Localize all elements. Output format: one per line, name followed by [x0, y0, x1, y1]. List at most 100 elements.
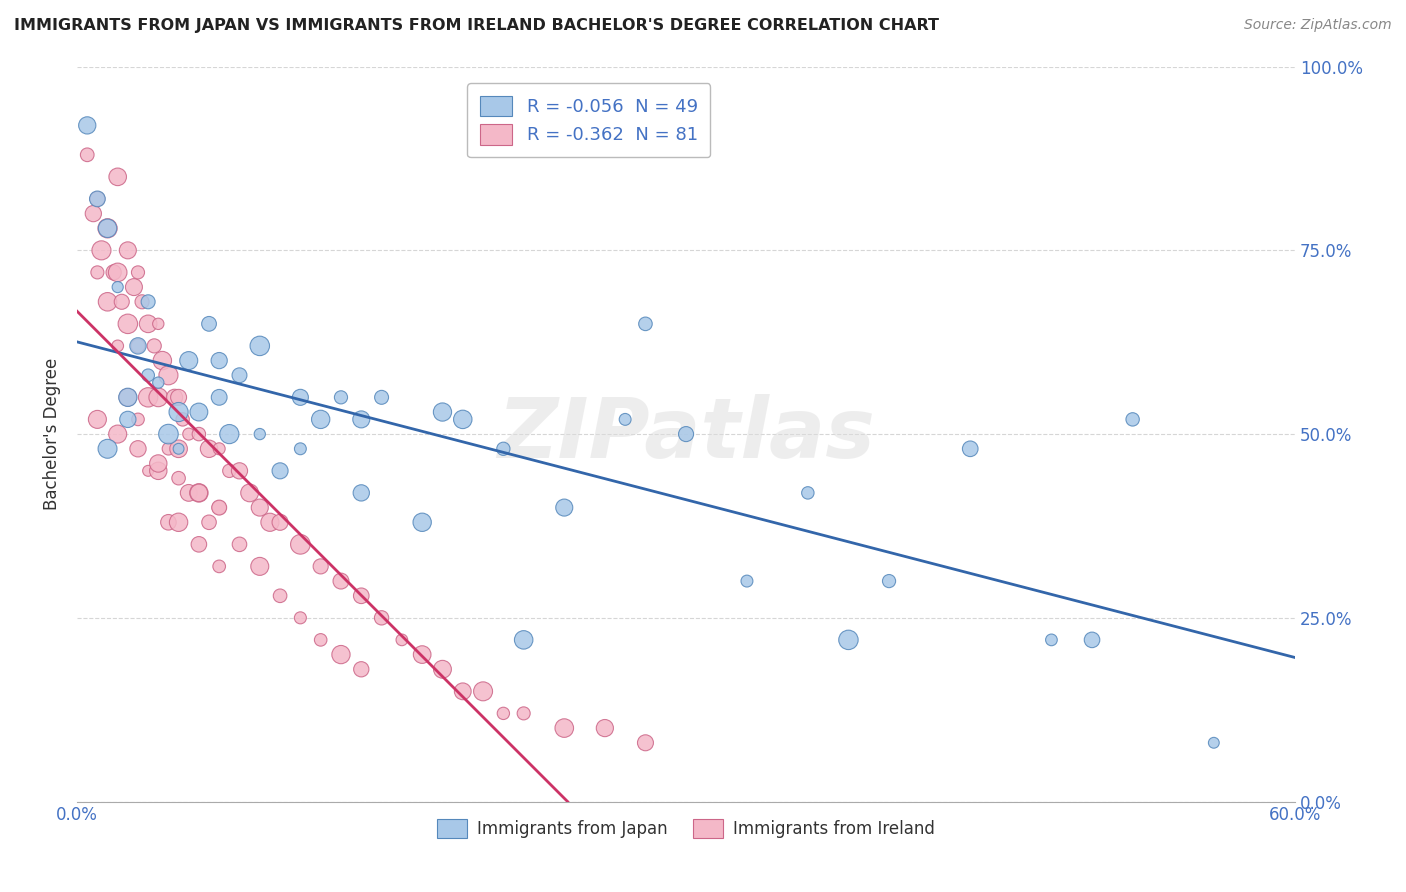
- Point: [136, 464, 159, 478]
- Text: Source: ZipAtlas.com: Source: ZipAtlas.com: [1244, 18, 1392, 32]
- Point: [117, 390, 139, 404]
- Point: [86, 412, 108, 426]
- Text: ZIPatlas: ZIPatlas: [498, 393, 875, 475]
- Point: [111, 294, 134, 309]
- Point: [350, 662, 373, 676]
- Point: [451, 412, 474, 426]
- Point: [593, 721, 616, 735]
- Point: [187, 537, 209, 551]
- Point: [1202, 736, 1225, 750]
- Point: [157, 516, 180, 530]
- Point: [107, 265, 129, 279]
- Point: [614, 412, 637, 426]
- Point: [208, 353, 231, 368]
- Point: [675, 427, 697, 442]
- Point: [208, 500, 231, 515]
- Point: [350, 589, 373, 603]
- Point: [96, 221, 118, 235]
- Point: [370, 611, 392, 625]
- Point: [127, 442, 149, 456]
- Point: [269, 516, 291, 530]
- Point: [634, 736, 657, 750]
- Point: [330, 390, 353, 404]
- Point: [148, 317, 170, 331]
- Point: [198, 317, 221, 331]
- Point: [163, 390, 186, 404]
- Point: [553, 500, 575, 515]
- Point: [330, 648, 353, 662]
- Point: [148, 390, 170, 404]
- Point: [148, 376, 170, 390]
- Point: [391, 632, 413, 647]
- Point: [1081, 632, 1104, 647]
- Point: [143, 339, 166, 353]
- Point: [103, 265, 125, 279]
- Point: [239, 486, 262, 500]
- Point: [208, 442, 231, 456]
- Point: [290, 611, 312, 625]
- Point: [86, 265, 108, 279]
- Point: [959, 442, 981, 456]
- Point: [187, 427, 209, 442]
- Legend: Immigrants from Japan, Immigrants from Ireland: Immigrants from Japan, Immigrants from I…: [430, 812, 942, 845]
- Point: [218, 464, 240, 478]
- Point: [136, 368, 159, 383]
- Point: [228, 464, 250, 478]
- Point: [208, 500, 231, 515]
- Point: [117, 317, 139, 331]
- Point: [269, 589, 291, 603]
- Point: [290, 390, 312, 404]
- Point: [177, 486, 200, 500]
- Point: [259, 516, 281, 530]
- Point: [735, 574, 758, 588]
- Point: [877, 574, 900, 588]
- Point: [249, 427, 271, 442]
- Point: [290, 442, 312, 456]
- Point: [167, 390, 190, 404]
- Point: [117, 390, 139, 404]
- Point: [472, 684, 495, 698]
- Point: [167, 471, 190, 485]
- Point: [797, 486, 820, 500]
- Point: [269, 464, 291, 478]
- Point: [512, 632, 534, 647]
- Point: [634, 317, 657, 331]
- Point: [96, 442, 118, 456]
- Point: [1122, 412, 1144, 426]
- Point: [208, 559, 231, 574]
- Point: [451, 684, 474, 698]
- Point: [187, 486, 209, 500]
- Point: [1040, 632, 1063, 647]
- Point: [96, 294, 118, 309]
- Point: [127, 265, 149, 279]
- Point: [167, 442, 190, 456]
- Point: [107, 169, 129, 184]
- Point: [198, 516, 221, 530]
- Point: [249, 559, 271, 574]
- Point: [122, 280, 145, 294]
- Point: [218, 427, 240, 442]
- Point: [290, 537, 312, 551]
- Point: [309, 632, 332, 647]
- Point: [249, 500, 271, 515]
- Point: [107, 427, 129, 442]
- Point: [90, 244, 112, 258]
- Point: [837, 632, 859, 647]
- Point: [198, 442, 221, 456]
- Point: [127, 412, 149, 426]
- Point: [82, 206, 104, 220]
- Point: [96, 221, 118, 235]
- Point: [136, 390, 159, 404]
- Point: [411, 648, 433, 662]
- Point: [228, 537, 250, 551]
- Point: [187, 405, 209, 419]
- Point: [136, 294, 159, 309]
- Point: [177, 353, 200, 368]
- Point: [553, 721, 575, 735]
- Point: [150, 353, 173, 368]
- Point: [309, 559, 332, 574]
- Point: [76, 119, 98, 133]
- Point: [330, 574, 353, 588]
- Point: [249, 339, 271, 353]
- Point: [86, 192, 108, 206]
